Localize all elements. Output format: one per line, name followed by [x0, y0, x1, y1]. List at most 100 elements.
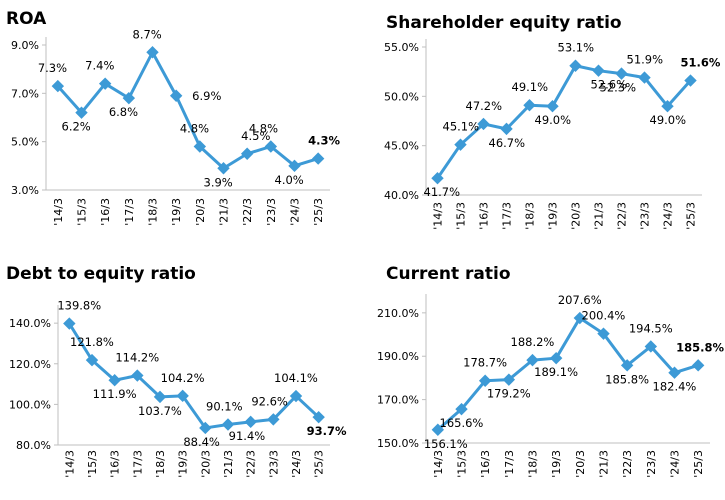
y-tick-label: 3.0% — [11, 184, 39, 197]
data-point-marker — [75, 106, 88, 119]
data-point-marker — [573, 311, 587, 325]
data-label-latest: 51.6% — [681, 56, 721, 70]
chart-roa: ROA 9.0% 7.0% 5.0% 3.0% '14/3 '15/3 '16/3 '17/3… — [0, 0, 362, 250]
data-point-marker — [122, 91, 136, 105]
x-tick-label: '15/3 — [86, 450, 99, 478]
data-label: 90.1% — [206, 399, 243, 413]
x-tick-label: '16/3 — [478, 202, 491, 230]
x-tick-label: '24/3 — [662, 202, 675, 230]
chart-shareholder-equity-ratio: Shareholder equity ratio 55.0% 50.0% 45.0%… — [362, 0, 725, 250]
data-point-marker — [620, 359, 634, 372]
data-label: 47.2% — [466, 99, 503, 113]
x-tick-label: '23/3 — [645, 450, 658, 478]
series-line — [68, 322, 320, 430]
data-label: 53.1% — [558, 41, 595, 55]
chart-title: ROA — [6, 9, 47, 29]
data-label: 200.4% — [582, 309, 626, 323]
x-tick-label: '16/3 — [99, 198, 112, 226]
data-label: 4.8% — [249, 122, 278, 136]
data-point-marker — [267, 413, 280, 426]
y-tick-label: 190.0% — [377, 350, 419, 363]
data-label: 49.1% — [512, 80, 549, 94]
data-label: 41.7% — [424, 185, 461, 199]
x-tick-label: '15/3 — [76, 198, 89, 226]
series-line — [436, 316, 699, 431]
data-label: 103.7% — [138, 404, 182, 418]
x-tick-label: '19/3 — [170, 198, 183, 226]
data-point-marker — [477, 117, 490, 131]
x-tick-label: '22/3 — [616, 202, 629, 230]
data-label: 104.2% — [161, 371, 205, 385]
data-label: 194.5% — [629, 321, 673, 335]
data-point-marker — [244, 415, 257, 429]
x-tick-label: '25/3 — [685, 202, 698, 230]
chart-current-ratio-svg: 210.0% 190.0% 170.0% 150.0% '14/3 '15/3 '16/3 '… — [377, 293, 724, 478]
data-point-marker — [668, 366, 681, 379]
data-point-marker — [240, 147, 254, 160]
data-label: 6.8% — [109, 105, 138, 119]
x-tick-label: '16/3 — [479, 450, 492, 478]
data-point-marker — [549, 351, 563, 365]
data-point-marker — [597, 327, 610, 340]
data-point-marker — [431, 423, 445, 436]
data-point-marker — [169, 89, 183, 102]
data-label-latest: 4.3% — [308, 134, 340, 148]
x-tick-label: '23/3 — [265, 198, 278, 226]
data-label: 189.1% — [534, 365, 578, 379]
data-label: 45.1% — [443, 120, 480, 134]
data-point-marker — [63, 317, 76, 330]
x-tick-label: '14/3 — [432, 450, 445, 478]
data-point-marker — [193, 140, 207, 153]
x-tick-label: '22/3 — [241, 198, 254, 226]
x-tick-label: '25/3 — [312, 198, 325, 226]
data-point-marker — [199, 421, 212, 435]
x-tick-label: '16/3 — [109, 450, 122, 478]
data-label-latest: 185.8% — [676, 340, 724, 354]
x-tick-label: '18/3 — [527, 450, 540, 478]
data-label: 46.7% — [489, 136, 526, 150]
x-tick-label: '15/3 — [455, 202, 468, 230]
data-label: 49.0% — [535, 113, 572, 127]
data-label: 7.4% — [85, 59, 114, 73]
series-line — [436, 64, 692, 180]
x-tick-label: '19/3 — [550, 450, 563, 478]
data-point-marker — [85, 353, 99, 367]
data-label: 111.9% — [93, 387, 137, 401]
data-point-marker — [569, 59, 582, 72]
data-label: 156.1% — [424, 437, 468, 451]
y-tick-label: 120.0% — [9, 358, 51, 371]
x-tick-label: '17/3 — [123, 198, 136, 226]
chart-title: Shareholder equity ratio — [386, 13, 622, 33]
y-tick-label: 7.0% — [11, 87, 39, 100]
data-point-marker — [51, 79, 65, 93]
data-point-marker — [288, 159, 301, 173]
y-tick-label: 5.0% — [11, 136, 39, 149]
y-tick-label: 150.0% — [377, 437, 419, 450]
data-point-marker — [615, 67, 628, 80]
data-label: 4.8% — [180, 122, 209, 136]
data-point-marker — [217, 162, 230, 175]
x-tick-label: '24/3 — [289, 198, 302, 226]
x-tick-label: '21/3 — [593, 202, 606, 230]
data-point-marker — [691, 359, 705, 372]
x-tick-label: '21/3 — [218, 198, 231, 226]
y-tick-label: 210.0% — [377, 307, 419, 320]
data-label: 188.2% — [511, 335, 555, 349]
x-tick-label: '17/3 — [131, 450, 144, 478]
data-point-marker — [478, 374, 492, 387]
data-label: 178.7% — [463, 356, 507, 370]
data-point-marker — [526, 353, 539, 367]
x-tick-label: '14/3 — [52, 198, 65, 226]
data-point-marker — [644, 340, 658, 353]
data-label: 4.5% — [241, 129, 270, 143]
data-point-marker — [221, 418, 235, 431]
x-tick-label: '20/3 — [574, 450, 587, 478]
data-point-marker — [500, 122, 513, 136]
x-tick-label: '20/3 — [194, 198, 207, 226]
data-point-marker — [454, 138, 467, 151]
x-tick-label: '22/3 — [621, 450, 634, 478]
data-point-marker — [684, 74, 697, 87]
data-label: 139.8% — [57, 299, 101, 313]
x-tick-label: '15/3 — [456, 450, 469, 478]
x-tick-label: '23/3 — [639, 202, 652, 230]
